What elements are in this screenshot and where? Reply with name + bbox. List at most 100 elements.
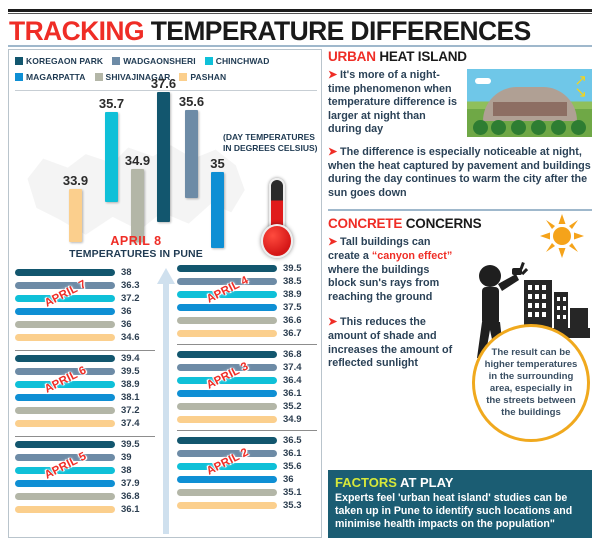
daily-value-label: 39.5 <box>283 263 302 274</box>
daily-value-label: 36 <box>121 306 132 317</box>
bar-shivajinagar: 34.9 <box>125 153 150 242</box>
daily-bar-koregaon-park <box>177 351 277 358</box>
heat-island-illustration-icon: ↗ ↘ <box>467 69 592 137</box>
daily-bar-shivajinagar <box>15 493 115 500</box>
daily-value-label: 37.5 <box>283 302 302 313</box>
bar-chart: (DAY TEMPERATURES IN DEGREES CELSIUS) 33… <box>9 76 323 262</box>
left-panel: KOREGAON PARK WADGAONSHERI CHINCHWAD MAG… <box>8 49 322 538</box>
daily-bar-pashan <box>15 420 115 427</box>
daily-row: 37.9 <box>15 478 155 489</box>
daily-cell-april-4: 39.5 38.5 38.9 37.5 36.6 36.7 APRIL 4 <box>177 263 317 342</box>
chart-date-label: APRIL 8 <box>110 234 162 248</box>
daily-value-label: 38.9 <box>283 289 302 300</box>
daily-value-label: 35.6 <box>283 461 302 472</box>
city-silhouette-icon <box>493 102 567 116</box>
daily-row: 35.2 <box>177 401 317 412</box>
title-red: CONCRETE <box>328 216 406 232</box>
legend-item-shivajinagar: SHIVAJINAGAR <box>94 72 171 82</box>
legend-row-2: MAGARPATTA SHIVAJINAGAR PASHAN <box>15 70 317 84</box>
daily-row: 36.5 <box>177 435 317 446</box>
bar-pashan: 33.9 <box>63 173 88 242</box>
legend-item-magarpatta: MAGARPATTA <box>15 72 86 82</box>
daily-value-label: 35.2 <box>283 401 302 412</box>
daily-row: 36.6 <box>177 315 317 326</box>
tree-icon <box>551 120 566 135</box>
tree-icon <box>571 120 586 135</box>
daily-value-label: 34.6 <box>121 332 140 343</box>
legend-swatch-icon <box>179 73 188 81</box>
daily-value-label: 38.5 <box>283 276 302 287</box>
bar-rect <box>105 112 118 202</box>
daily-row: 37.4 <box>15 418 155 429</box>
daily-value-label: 39.4 <box>121 353 140 364</box>
daily-row: 35.1 <box>177 487 317 498</box>
legend-row-1: KOREGAON PARK WADGAONSHERI CHINCHWAD <box>15 54 317 68</box>
daily-bar-chinchwad <box>177 377 277 384</box>
heat-island-row: ↗ ↘ ➤ It's more of a night-time phenomeno… <box>328 69 592 143</box>
legend-label: CHINCHWAD <box>215 56 270 66</box>
daily-bar-wadgaonsheri <box>177 278 277 285</box>
daily-bar-chinchwad <box>15 467 115 474</box>
bullet-text: It's more of a night-time phenomenon whe… <box>328 69 458 136</box>
bar-rect <box>131 169 144 242</box>
daily-value-label: 36.8 <box>121 491 140 502</box>
daily-bar-shivajinagar <box>15 321 115 328</box>
bar-rect <box>157 92 170 222</box>
heat-island-bullet-2: ➤ The difference is especially noticeabl… <box>328 146 592 200</box>
daily-value-label: 36.5 <box>283 435 302 446</box>
daily-value-label: 37.2 <box>121 293 140 304</box>
daily-row: 34.9 <box>177 414 317 425</box>
legend-swatch-icon <box>112 57 121 65</box>
daily-row: 39.4 <box>15 353 155 364</box>
daily-bar-koregaon-park <box>15 269 115 276</box>
daily-row: 36.8 <box>177 349 317 360</box>
daily-row: 37.2 <box>15 293 155 304</box>
bullet-text-b: where the buildings block sun's rays fro… <box>328 263 440 303</box>
daily-row: 38.9 <box>15 379 155 390</box>
daily-row: 38.5 <box>177 276 317 287</box>
legend-swatch-icon <box>15 73 23 81</box>
daily-bar-koregaon-park <box>177 265 277 272</box>
thermometer-icon <box>259 178 295 262</box>
daily-value-label: 37.2 <box>121 405 140 416</box>
section-urban-heat-island: URBAN HEAT ISLAND ↗ ↘ <box>328 49 592 200</box>
legend-label: SHIVAJINAGAR <box>105 72 171 82</box>
chart-subtitle: TEMPERATURES IN PUNE <box>69 248 203 260</box>
header-rule-bottom <box>8 45 592 47</box>
result-callout: The result can be higher temperatures in… <box>472 324 590 443</box>
daily-bar-shivajinagar <box>177 403 277 410</box>
daily-row: 37.5 <box>177 302 317 313</box>
bullet-text: The difference is especially noticeable … <box>328 146 591 199</box>
daily-bar-magarpatta <box>177 390 277 397</box>
bullet-arrow-icon: ➤ <box>328 316 338 329</box>
daily-row: 36.4 <box>177 375 317 386</box>
daily-row: 34.6 <box>15 332 155 343</box>
grid-separator <box>15 350 155 351</box>
title-black: CONCERNS <box>405 216 482 232</box>
daily-cell-april-5: 39.5 39 38 37.9 36.8 36.1 APRIL 5 <box>15 439 155 518</box>
bullet-arrow-icon: ➤ <box>328 146 338 158</box>
daily-bar-magarpatta <box>177 476 277 483</box>
result-callout-text: The result can be higher temperatures in… <box>484 347 578 419</box>
daily-value-label: 37.4 <box>283 362 302 373</box>
legend-label: MAGARPATTA <box>26 72 86 82</box>
bullet-arrow-icon: ➤ <box>328 69 338 81</box>
legend-label: KOREGAON PARK <box>26 56 104 66</box>
daily-value-label: 36.1 <box>283 388 302 399</box>
daily-bar-koregaon-park <box>15 355 115 362</box>
bar-value-label: 35.7 <box>98 96 125 111</box>
daily-bar-magarpatta <box>15 480 115 487</box>
daily-row: 39.5 <box>15 366 155 377</box>
daily-cell-april-7: 38 36.3 37.2 36 36 34.6 APRIL 7 <box>15 267 155 346</box>
section-concrete-concerns: CONCRETE CONCERNS ➤ Tall buildings can c… <box>328 214 592 443</box>
tree-icon <box>491 120 506 135</box>
daily-value-label: 36.4 <box>283 375 302 386</box>
sun-icon <box>540 214 584 259</box>
factors-title-yellow: FACTORS <box>335 475 401 490</box>
arrow-head-icon <box>157 268 175 284</box>
daily-row: 38.1 <box>15 392 155 403</box>
daily-bar-chinchwad <box>15 381 115 388</box>
legend-swatch-icon <box>15 57 23 65</box>
daily-row: 37.2 <box>15 405 155 416</box>
